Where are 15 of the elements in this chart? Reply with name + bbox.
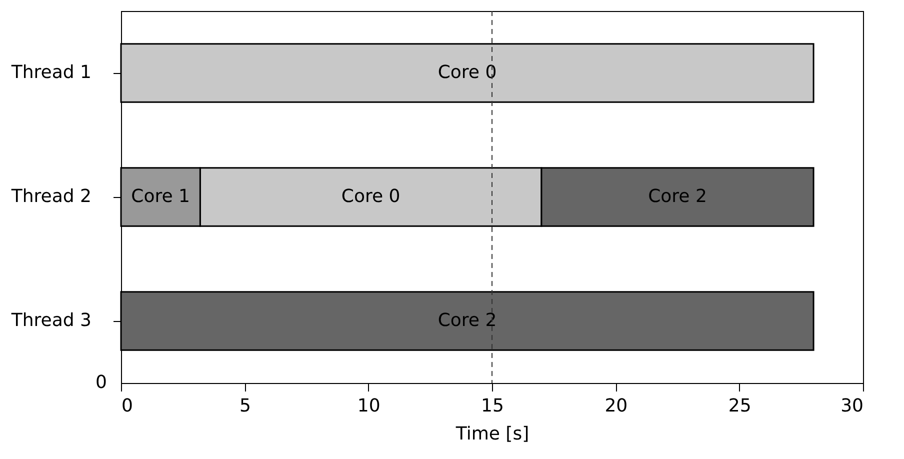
series-label: Core 1 [131,186,190,207]
x-tick-label: 30 [840,396,864,416]
x-tick-label: 10 [357,396,380,416]
x-tick-label: 20 [604,396,628,416]
y-tick-label: Thread 3 [10,310,92,331]
y-tick-label: Thread 1 [10,62,92,83]
x-tick-label: 15 [481,396,504,416]
series-label: Core 2 [648,186,707,207]
text: 0 [96,372,107,393]
x-tick-label: 0 [122,396,133,416]
x-axis-title: Time [s] [454,424,530,444]
series-label: Core 0 [341,186,400,207]
x-tick-label: 25 [728,396,752,416]
x-tick-label: 5 [239,396,251,416]
y-tick-label: Thread 2 [10,186,92,207]
